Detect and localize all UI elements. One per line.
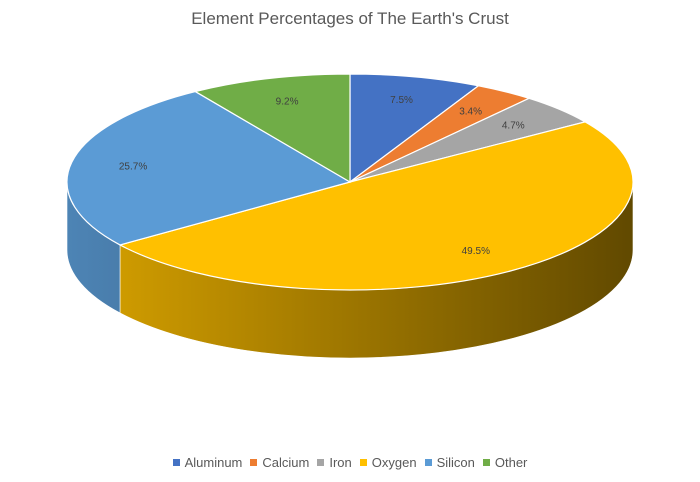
pie-labels: 7.5% 3.4% 4.7% 49.5% 25.7% 9.2% bbox=[119, 95, 525, 257]
legend-swatch bbox=[424, 459, 432, 466]
legend-label: Silicon bbox=[436, 455, 475, 470]
legend-swatch bbox=[359, 459, 367, 466]
pie-slice-oxygen bbox=[118, 121, 634, 291]
data-label-iron: 4.7% bbox=[502, 120, 525, 131]
legend-item-calcium: Calcium bbox=[250, 455, 309, 470]
legend-label: Iron bbox=[329, 455, 352, 470]
legend: Aluminum Calcium Iron Oxygen Silicon Other bbox=[0, 455, 700, 470]
legend-swatch bbox=[482, 459, 490, 466]
chart-title: Element Percentages of The Earth's Crust bbox=[191, 9, 509, 28]
legend-label: Oxygen bbox=[371, 455, 417, 470]
pie-slice-aluminum bbox=[349, 73, 480, 184]
data-label-other: 9.2% bbox=[276, 96, 299, 107]
legend-item-iron: Iron bbox=[317, 455, 352, 470]
legend-swatch bbox=[172, 459, 180, 466]
legend-label: Aluminum bbox=[184, 455, 243, 470]
pie-tops bbox=[66, 73, 634, 291]
legend-swatch bbox=[317, 459, 325, 466]
legend-item-aluminum: Aluminum bbox=[172, 455, 243, 470]
data-label-silicon: 25.7% bbox=[119, 161, 147, 172]
legend-label: Calcium bbox=[262, 455, 310, 470]
legend-item-oxygen: Oxygen bbox=[359, 455, 417, 470]
data-label-calcium: 3.4% bbox=[459, 106, 482, 117]
pie-slice-other bbox=[193, 73, 351, 184]
legend-item-silicon: Silicon bbox=[424, 455, 475, 470]
data-label-oxygen: 49.5% bbox=[462, 246, 490, 257]
legend-item-other: Other bbox=[482, 455, 528, 470]
legend-label: Other bbox=[494, 455, 528, 470]
data-label-aluminum: 7.5% bbox=[390, 95, 413, 106]
pie-slice-silicon bbox=[66, 90, 352, 246]
legend-swatch bbox=[250, 459, 258, 466]
